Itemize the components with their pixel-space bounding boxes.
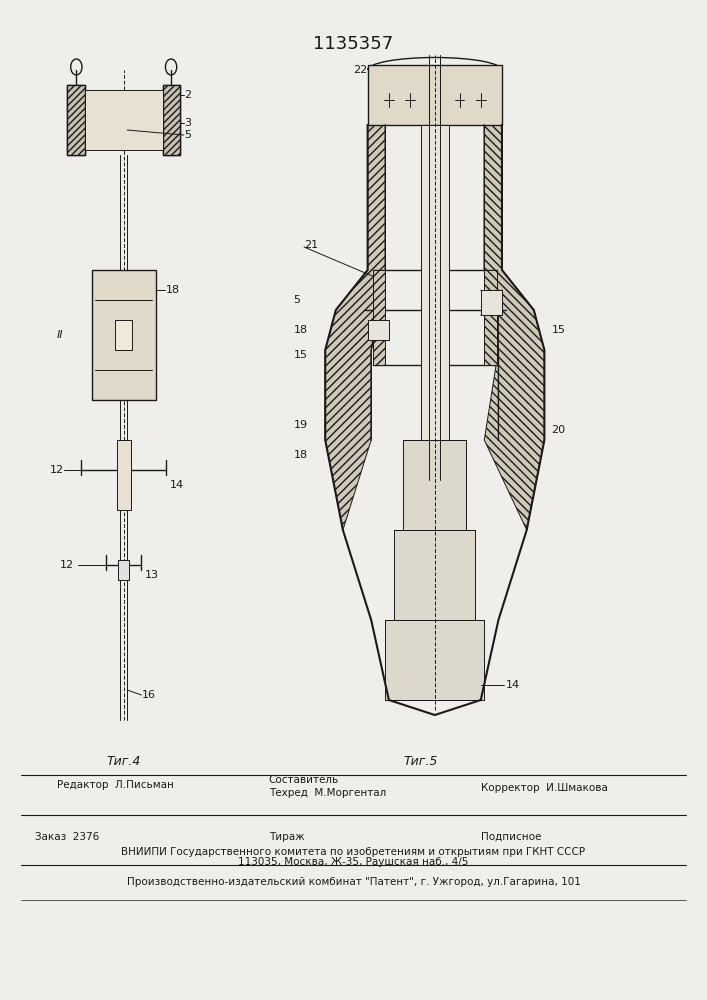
Text: 14: 14	[170, 480, 184, 490]
Text: 15: 15	[551, 325, 566, 335]
Bar	[92, 270, 156, 400]
Text: 19: 19	[293, 420, 308, 430]
Text: 5: 5	[293, 295, 300, 305]
Text: 14: 14	[506, 680, 520, 690]
Text: 12: 12	[60, 560, 74, 570]
Text: ВНИИПИ Государственного комитета по изобретениям и открытиям при ГКНТ СССР: ВНИИПИ Государственного комитета по изоб…	[122, 847, 585, 857]
Polygon shape	[325, 125, 385, 530]
Text: 3: 3	[184, 118, 191, 128]
Text: 22: 22	[354, 65, 368, 75]
Polygon shape	[403, 440, 467, 530]
Text: 13: 13	[145, 570, 159, 580]
Text: 2: 2	[184, 90, 191, 100]
Bar	[481, 290, 502, 315]
Text: Производственно-издательский комбинат "Патент", г. Ужгород, ул.Гагарина, 101: Производственно-издательский комбинат "П…	[127, 877, 580, 887]
Bar	[115, 320, 132, 350]
Text: 15: 15	[293, 350, 308, 360]
Text: 113035, Москва, Ж-35, Раушская наб., 4/5: 113035, Москва, Ж-35, Раушская наб., 4/5	[238, 857, 469, 867]
Text: Тираж: Тираж	[269, 832, 304, 842]
Bar	[368, 320, 389, 340]
Polygon shape	[385, 620, 484, 700]
Text: 18: 18	[166, 285, 180, 295]
Bar	[163, 85, 180, 155]
Bar	[118, 560, 129, 580]
Text: Составитель: Составитель	[269, 775, 339, 785]
Bar	[163, 85, 180, 155]
Text: 5: 5	[184, 130, 191, 140]
Text: Τиг.4: Τиг.4	[107, 755, 141, 768]
Text: 21: 21	[304, 240, 318, 250]
Text: Техред  М.Моргентал: Техред М.Моргентал	[269, 788, 386, 798]
Text: 1135357: 1135357	[313, 35, 394, 53]
Bar	[484, 270, 497, 365]
Bar	[368, 65, 502, 125]
Bar	[85, 90, 163, 150]
Text: Τиг.5: Τиг.5	[404, 755, 438, 768]
Text: 20: 20	[551, 425, 566, 435]
Text: 18: 18	[293, 450, 308, 460]
Bar	[67, 85, 85, 155]
Text: Подписное: Подписное	[481, 832, 541, 842]
Polygon shape	[395, 530, 475, 620]
Text: Корректор  И.Шмакова: Корректор И.Шмакова	[481, 783, 607, 793]
Text: Редактор  Л.Письман: Редактор Л.Письман	[57, 780, 173, 790]
Text: II: II	[57, 330, 63, 340]
Text: 18: 18	[293, 325, 308, 335]
Text: 12: 12	[49, 465, 64, 475]
Bar	[117, 440, 131, 510]
Bar	[373, 270, 385, 365]
Bar	[67, 85, 85, 155]
Text: Заказ  2376: Заказ 2376	[35, 832, 100, 842]
Polygon shape	[484, 125, 544, 530]
Bar	[421, 125, 449, 440]
Text: 16: 16	[141, 690, 156, 700]
